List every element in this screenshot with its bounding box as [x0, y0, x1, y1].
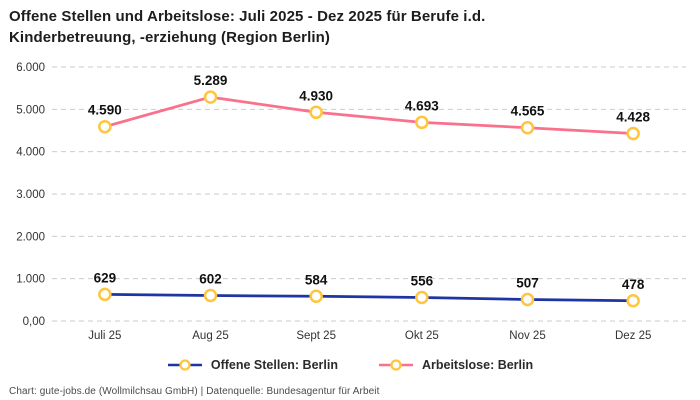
x-axis-tick-label: Nov 25: [509, 330, 545, 342]
data-point-marker: [98, 119, 112, 134]
legend-item-offene-stellen[interactable]: Offene Stellen: Berlin: [167, 358, 338, 372]
data-point-label: 4.693: [405, 98, 439, 113]
series-line: [103, 95, 635, 135]
chart-legend: Offene Stellen: Berlin Arbeitslose: Berl…: [0, 358, 700, 372]
x-axis-tick-label: Juli 25: [88, 330, 121, 342]
legend-swatch-marker: [390, 359, 402, 371]
data-point-marker: [309, 105, 323, 120]
legend-label-offene-stellen: Offene Stellen: Berlin: [210, 358, 338, 372]
x-axis-tick-label: Dez 25: [615, 330, 651, 342]
x-axis-tick-label: Aug 25: [192, 330, 228, 342]
line-chart-plot: 0,00 1.000 2.000 3.000 4.000 5.000 6.000 Juli 2…: [16, 62, 686, 342]
data-point-marker: [626, 126, 640, 141]
data-point-label: 602: [199, 272, 222, 287]
data-point-label: 5.289: [194, 73, 228, 88]
data-point-label: 4.428: [616, 110, 650, 125]
chart-title: Offene Stellen und Arbeitslose: Juli 202…: [9, 6, 589, 48]
data-point-marker: [309, 289, 323, 304]
y-axis-tick-label: 6.000: [16, 62, 45, 74]
data-point-marker: [203, 288, 218, 303]
data-point-label: 629: [94, 270, 117, 285]
data-point-label: 556: [411, 273, 434, 288]
chart-title-line1: Offene Stellen und Arbeitslose: Juli 202…: [9, 8, 486, 25]
data-point-marker: [520, 292, 535, 307]
legend-swatch-marker: [179, 359, 191, 371]
series-line: [103, 292, 635, 303]
y-axis-tick-label: 3.000: [16, 189, 45, 201]
legend-label-arbeitslose: Arbeitslose: Berlin: [421, 358, 534, 372]
legend-line-marker-icon: [167, 359, 202, 371]
data-point-label: 4.565: [511, 104, 545, 119]
chart-title-line2: Kinderbetreuung, -erziehung (Region Berl…: [9, 29, 330, 46]
data-point-marker: [626, 294, 640, 308]
attribution-text: Chart: gute-jobs.de (Wollmilchsau GmbH) …: [9, 386, 380, 397]
y-axis-tick-label: 2.000: [16, 231, 45, 243]
data-point-label: 584: [305, 272, 328, 287]
legend-item-arbeitslose[interactable]: Arbeitslose: Berlin: [378, 358, 533, 372]
y-axis-tick-label: 1.000: [16, 274, 45, 286]
y-axis-tick-label: 4.000: [16, 147, 45, 159]
data-point-label: 4.590: [88, 103, 122, 118]
data-point-marker: [415, 290, 429, 305]
data-point-label: 478: [622, 277, 645, 292]
data-point-label: 4.930: [299, 88, 333, 103]
data-point-marker: [203, 90, 218, 104]
data-point-marker: [520, 120, 535, 135]
y-axis-tick-label: 5.000: [16, 104, 45, 116]
data-point-marker: [98, 287, 112, 302]
y-axis-tick-label: 0,00: [23, 316, 45, 328]
x-axis-tick-label: Okt 25: [405, 330, 439, 342]
x-axis-tick-label: Sept 25: [296, 330, 336, 342]
legend-line-marker-icon: [378, 359, 413, 371]
data-point-label: 507: [516, 276, 539, 291]
data-point-marker: [415, 115, 429, 130]
